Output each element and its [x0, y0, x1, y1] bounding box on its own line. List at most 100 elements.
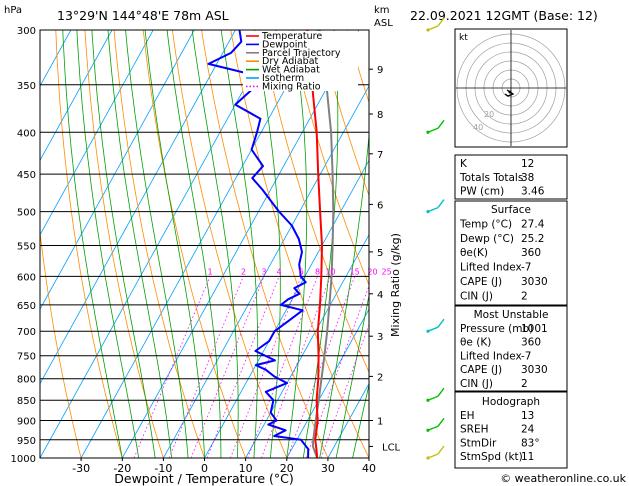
- hodograph-stats-table: Hodograph EH 13 SREH 24 StmDir 83° StmSpd (kt)1…: [460, 396, 540, 463]
- temperature-tick-label: 20: [280, 462, 294, 475]
- height-km-tick-label: 1: [377, 417, 383, 428]
- isotherm-line: [40, 30, 113, 162]
- legend-item-label: Dewpoint: [262, 39, 307, 50]
- height-km-tick-label: 5: [377, 248, 383, 259]
- table-row-value: 2: [521, 290, 528, 302]
- surface-table: Surface Temp (°C) 27.4 Dewp (°C) 25.2 θe(K) 36…: [459, 204, 548, 302]
- table-row-label: θe(K): [460, 247, 488, 259]
- hodograph-storm-motion: [508, 90, 512, 94]
- dry-adiabat-line: [288, 30, 369, 287]
- table-row-label: Lifted Index: [460, 262, 522, 274]
- legend-item-label: Isotherm: [262, 73, 304, 84]
- hodograph-stats-box: [454, 391, 568, 469]
- table-row-label: Temp (°C): [459, 218, 512, 230]
- legend-item-label: Dry Adiabat: [262, 56, 319, 67]
- wind-barb: [426, 119, 445, 134]
- dry-adiabat-line: [581, 30, 629, 458]
- x-axis-label: Dewpoint / Temperature (°C): [114, 471, 293, 486]
- wind-barb: [426, 17, 445, 32]
- hpa-unit-label: hPa: [4, 5, 22, 16]
- mixing-ratio-line: [133, 276, 211, 458]
- mixing-ratio-labels: 1 2 3 4 6 8 10 15 20 25: [208, 267, 392, 276]
- isotherm-line: [327, 382, 369, 458]
- legend-item: Mixing Ratio: [246, 81, 321, 92]
- table-row: PW (cm) 3.46: [460, 186, 545, 198]
- pressure-tick-label: 950: [17, 436, 36, 447]
- height-km-ticks: 9 8 7 6 5 4 3 2 1 LCL: [369, 65, 401, 453]
- height-km-tick-label: 6: [377, 200, 383, 211]
- temperature-tick-label: 30: [321, 462, 335, 475]
- table-row-value: 11: [521, 451, 534, 463]
- isotherm-line: [245, 233, 369, 458]
- parcel-trajectory-line: [311, 30, 335, 458]
- hodograph-ring-label: 40: [473, 123, 483, 132]
- mixing-ratio-label: 4: [277, 267, 282, 276]
- mixing-ratio-label: 8: [315, 267, 320, 276]
- isotherm-line: [163, 85, 369, 458]
- table-row-label: K: [460, 158, 468, 170]
- mixing-ratio-label: 20: [367, 267, 377, 276]
- legend-item: Dry Adiabat: [246, 56, 319, 67]
- temperature-line: [306, 30, 323, 458]
- isobar-lines: [40, 30, 369, 458]
- table-row-value: 3030: [521, 276, 548, 288]
- pressure-tick-label: 900: [17, 417, 36, 428]
- table-row-value: 13: [521, 410, 534, 422]
- legend-item: Parcel Trajectory: [246, 48, 341, 59]
- table-row: Temp (°C) 27.4: [459, 218, 545, 230]
- table-row-label: Pressure (mb): [460, 323, 533, 335]
- legend-item: Temperature: [246, 31, 322, 42]
- mixing-ratio-label: 1: [208, 267, 213, 276]
- pressure-tick-label: 1000: [11, 454, 36, 465]
- table-row-value: 24: [521, 424, 535, 436]
- indices-box: [454, 154, 568, 200]
- legend-item-label: Wet Adiabat: [262, 65, 320, 76]
- sounding-datetime: 22.09.2021 12GMT (Base: 12): [410, 8, 598, 23]
- hodograph-ring-label: 20: [484, 110, 494, 119]
- mixing-ratio-label: 15: [350, 267, 360, 276]
- dewpoint-line: [207, 30, 310, 458]
- table-row: CIN (J) 2: [460, 378, 528, 390]
- table-row-label: θe (K): [460, 337, 491, 349]
- table-row: StmDir 83°: [460, 437, 540, 449]
- table-row-value: 38: [521, 172, 534, 184]
- table-row: StmSpd (kt)11: [460, 451, 534, 463]
- temperature-tick-labels: -30 -20 -10 0 10 20 30 40: [72, 458, 376, 475]
- legend-item-label: Parcel Trajectory: [262, 48, 341, 59]
- temperature-tick-label: 40: [362, 462, 376, 475]
- table-row: Lifted Index -7: [460, 350, 531, 362]
- table-row-value: 3030: [521, 364, 548, 376]
- temperature-tick-label: -30: [72, 462, 90, 475]
- table-title: Surface: [491, 204, 531, 216]
- temperature-tick-label: 10: [239, 462, 253, 475]
- table-row: θe (K) 360: [460, 337, 541, 349]
- height-km-tick-label: LCL: [382, 442, 401, 453]
- table-row-value: 25.2: [521, 233, 544, 245]
- isotherm-line: [286, 308, 369, 458]
- legend-background: [243, 31, 358, 91]
- table-row-value: 1001: [521, 323, 548, 335]
- km-unit-label: km: [374, 5, 390, 16]
- pressure-tick-label: 400: [17, 128, 36, 139]
- mixing-ratio-label: 3: [261, 267, 266, 276]
- wind-barb: [426, 318, 445, 333]
- mixing-ratio-line: [190, 276, 265, 458]
- table-row-value: 27.4: [521, 218, 545, 230]
- table-row-label: Lifted Index: [460, 350, 522, 362]
- table-row-label: StmSpd (kt): [460, 451, 523, 463]
- temperature-tick-label: 0: [201, 462, 208, 475]
- height-km-tick-label: 4: [377, 290, 383, 301]
- table-row: CAPE (J) 3030: [460, 276, 548, 288]
- table-row: EH 13: [460, 410, 534, 422]
- table-row: θe(K) 360: [460, 247, 541, 259]
- pressure-tick-label: 300: [17, 26, 36, 37]
- table-row-label: SREH: [460, 424, 489, 436]
- pressure-tick-label: 700: [17, 327, 36, 338]
- pressure-tick-label: 550: [17, 242, 36, 253]
- mixing-ratio-axis-label: Mixing Ratio (g/kg): [389, 233, 402, 337]
- table-row: Lifted Index -7: [460, 262, 531, 274]
- dry-adiabat-line: [113, 30, 205, 458]
- pressure-tick-label: 850: [17, 396, 36, 407]
- asl-unit-label: ASL: [374, 18, 393, 29]
